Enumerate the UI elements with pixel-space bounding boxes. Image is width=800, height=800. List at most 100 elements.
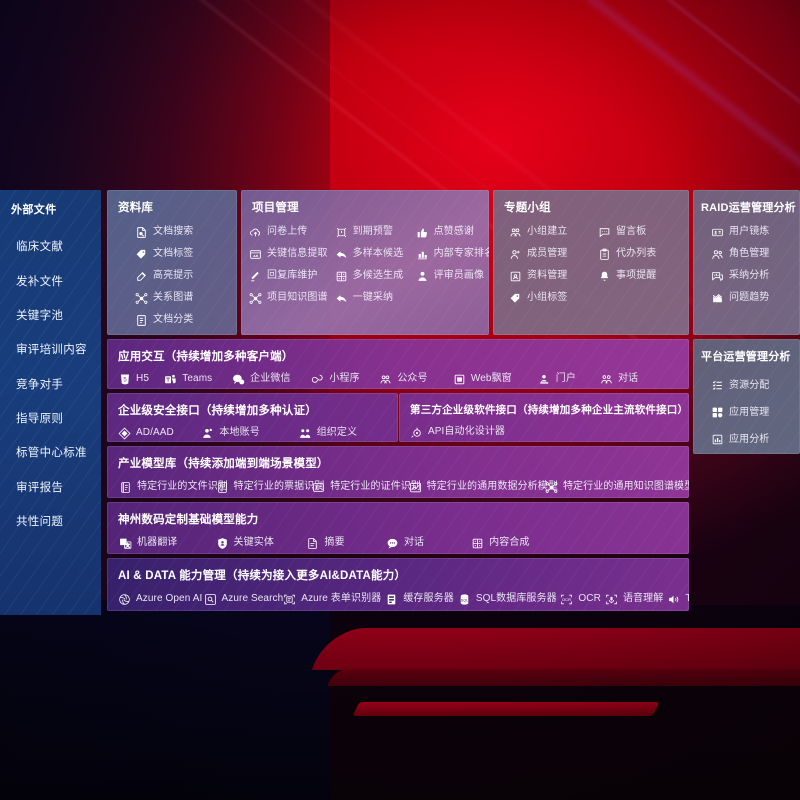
project-item-like-thanks[interactable]: 点赞感谢 bbox=[414, 221, 485, 243]
sidebar-item-review-training-content[interactable]: 审评培训内容 bbox=[16, 344, 87, 357]
sidebar-item-standards-center[interactable]: 标管中心标准 bbox=[16, 447, 87, 460]
team-item-material-manage[interactable]: 资料管理 bbox=[507, 265, 596, 287]
sidebar-item-clinical-literature[interactable]: 临床文献 bbox=[16, 241, 64, 254]
aidata-item-ocr[interactable]: OCR OCR bbox=[558, 588, 603, 610]
project-item-multi-sample-candidate[interactable]: 多样本候选 bbox=[333, 243, 414, 265]
interaction-item-mini-program[interactable]: 小程序 bbox=[309, 368, 377, 389]
industry-item-id-card-recognition[interactable]: 特定行业的证件识别 bbox=[310, 476, 421, 498]
project-item-one-click-adoption[interactable]: 一键采纳 bbox=[333, 287, 414, 309]
tts-icon bbox=[667, 593, 680, 606]
security-item-label: 本地账号 bbox=[219, 427, 260, 438]
team-item-message-board[interactable]: 留言板 bbox=[596, 221, 685, 243]
industry-item-data-analysis-model[interactable]: 特定行业的通用数据分析模型 bbox=[407, 476, 558, 498]
basemodel-item-dialog[interactable]: 对话 bbox=[384, 532, 469, 554]
basemodel-items: A 文 机器翻译 关键实体 bbox=[107, 527, 689, 554]
interaction-item-official-account[interactable]: 公众号 bbox=[377, 368, 451, 389]
security-item-ad-aad[interactable]: AD/AAD bbox=[116, 422, 199, 442]
industry-item-invoice-recognition[interactable]: 特定行业的票据识别 bbox=[214, 476, 324, 498]
interaction-item-h5[interactable]: 5 H5 bbox=[117, 368, 162, 389]
project-item-questionnaire-upload[interactable]: 问卷上传 bbox=[247, 221, 333, 243]
user-card-icon bbox=[711, 226, 724, 239]
sidebar-item-supplementary-documents[interactable]: 发补文件 bbox=[16, 275, 64, 288]
industry-item-knowledge-graph-model[interactable]: 特定行业的通用知识图谱模型 bbox=[543, 476, 689, 498]
project-item-reply-library-maintenance[interactable]: 回复库维护 bbox=[247, 265, 333, 287]
security-panel: 企业级安全接口（持续增加多种认证） AD/AAD 本地账号 bbox=[107, 393, 398, 442]
team-item-group-create[interactable]: 小组建立 bbox=[507, 221, 596, 243]
form-recognizer-icon bbox=[283, 593, 296, 606]
tag-icon bbox=[135, 248, 148, 261]
raid-item-issue-trend[interactable]: 问题趋势 bbox=[709, 287, 798, 309]
project-item-project-knowledge-graph[interactable]: 项目知识图谱 bbox=[247, 287, 333, 309]
portal-icon bbox=[538, 373, 551, 386]
aidata-item-azure-search[interactable]: Azure Search bbox=[202, 588, 283, 610]
interaction-item-dialog[interactable]: 对话 bbox=[598, 368, 660, 389]
openai-icon bbox=[118, 593, 131, 606]
aidata-item-label: SQL数据库服务器 bbox=[475, 593, 557, 604]
sidebar-item-guiding-principles[interactable]: 指导原则 bbox=[16, 413, 64, 426]
thirdparty-item-api-designer[interactable]: API自动化设计器 bbox=[408, 421, 507, 442]
team-item-todo-list[interactable]: 代办列表 bbox=[596, 243, 685, 265]
wechat-work-icon bbox=[232, 373, 245, 386]
sidebar-item-competitors[interactable]: 竞争对手 bbox=[16, 378, 64, 391]
industry-item-file-recognition[interactable]: 特定行业的文件识别 bbox=[117, 476, 228, 498]
team-item-member-manage[interactable]: 成员管理 bbox=[507, 243, 596, 265]
translate-icon: A 文 bbox=[119, 537, 132, 550]
highlight-pen-icon bbox=[135, 270, 148, 283]
platform-item-app-analysis[interactable]: 应用分析 bbox=[709, 426, 798, 453]
aidata-item-tts[interactable]: TTS bbox=[665, 588, 689, 610]
local-account-icon bbox=[201, 427, 214, 440]
basemodel-item-key-entity[interactable]: 关键实体 bbox=[214, 532, 305, 554]
dashboard: 外部文件 临床文献 发补文件 关键字池 审评培训内容 竞争对手 指导原则 标管中… bbox=[0, 190, 800, 615]
aidata-title: AI & DATA 能力管理（持续为接入更多AI&DATA能力） bbox=[118, 570, 407, 582]
platform-item-resource-allocation[interactable]: 资源分配 bbox=[709, 372, 798, 399]
raid-item-user-profile[interactable]: 用户镜炼 bbox=[709, 221, 798, 243]
project-item-label: 到期预警 bbox=[352, 226, 394, 237]
platform-item-app-management[interactable]: 应用管理 bbox=[709, 399, 798, 426]
aidata-item-form-recognizer[interactable]: Azure 表单识别器 bbox=[281, 588, 383, 610]
project-item-internal-expert-ranking[interactable]: 内部专家排名 bbox=[414, 243, 489, 265]
sidebar-item-keyword-pool[interactable]: 关键字池 bbox=[16, 309, 64, 322]
team-item-group-tag[interactable]: 小组标签 bbox=[507, 287, 596, 309]
thirdparty-items: API自动化设计器 bbox=[399, 417, 689, 442]
security-item-org-define[interactable]: 组织定义 bbox=[297, 422, 394, 442]
industry-item-label: 特定行业的证件识别 bbox=[330, 481, 421, 492]
project-item-key-info-extraction[interactable]: 关键信息提取 bbox=[247, 243, 333, 265]
aidata-item-cache-server[interactable]: 缓存服务器 bbox=[383, 588, 456, 610]
aidata-item-azure-openai[interactable]: Azure Open AI bbox=[116, 588, 202, 610]
library-item-document-tag[interactable]: 文档标签 bbox=[133, 243, 229, 265]
team-item-label: 代办列表 bbox=[616, 248, 657, 259]
sidebar-item-review-report[interactable]: 审评报告 bbox=[16, 481, 64, 494]
project-item-multi-candidate-generation[interactable]: 多候选生成 bbox=[333, 265, 414, 287]
basemodel-item-content-synthesis[interactable]: 内容合成 bbox=[469, 532, 571, 554]
sidebar-item-common-issues[interactable]: 共性问题 bbox=[16, 516, 64, 529]
project-item-label: 多候选生成 bbox=[352, 270, 404, 281]
sidebar: 外部文件 临床文献 发补文件 关键字池 审评培训内容 竞争对手 指导原则 标管中… bbox=[0, 190, 101, 615]
file-recognition-icon bbox=[119, 481, 132, 494]
raid-item-adoption-analysis[interactable]: 采纳分析 bbox=[709, 265, 798, 287]
interaction-item-web-window[interactable]: Web飘窗 bbox=[451, 368, 536, 389]
basemodel-item-summary[interactable]: 摘要 bbox=[304, 532, 384, 554]
security-item-local-account[interactable]: 本地账号 bbox=[199, 422, 296, 442]
platform-items: 资源分配 应用管理 bbox=[693, 364, 800, 453]
interaction-item-label: 门户 bbox=[555, 373, 576, 384]
raid-item-role-manage[interactable]: 角色管理 bbox=[709, 243, 798, 265]
interaction-item-portal[interactable]: 门户 bbox=[536, 368, 598, 389]
project-item-label: 关键信息提取 bbox=[267, 248, 328, 259]
team-item-event-reminder[interactable]: 事项提醒 bbox=[596, 265, 685, 287]
svg-text:SQL: SQL bbox=[461, 598, 469, 602]
library-item-document-category[interactable]: 文档分类 bbox=[133, 309, 229, 331]
library-item-document-search[interactable]: 文档搜索 bbox=[133, 221, 229, 243]
basemodel-item-machine-translation[interactable]: A 文 机器翻译 bbox=[117, 532, 214, 554]
interaction-item-wechat-work[interactable]: 企业微信 bbox=[230, 368, 309, 389]
split-grid-icon bbox=[335, 270, 348, 283]
team-title: 专题小组 bbox=[504, 202, 551, 214]
aidata-item-sql-database[interactable]: SQL SQL数据库服务器 bbox=[456, 588, 559, 610]
project-item-expiry-warning[interactable]: 到期预警 bbox=[333, 221, 414, 243]
library-item-highlight[interactable]: 高亮提示 bbox=[133, 265, 229, 287]
industry-items: 特定行业的文件识别 特定行业的票据识别 bbox=[107, 471, 689, 498]
project-item-reviewer-portrait[interactable]: 评审员画像 bbox=[414, 265, 485, 287]
library-item-relation-graph[interactable]: 关系图谱 bbox=[133, 287, 229, 309]
aidata-item-speech-understanding[interactable]: 语音理解 bbox=[603, 588, 665, 610]
team-panel: 专题小组 小组建立 留言板 bbox=[493, 190, 689, 335]
interaction-item-teams[interactable]: Teams bbox=[162, 368, 230, 389]
